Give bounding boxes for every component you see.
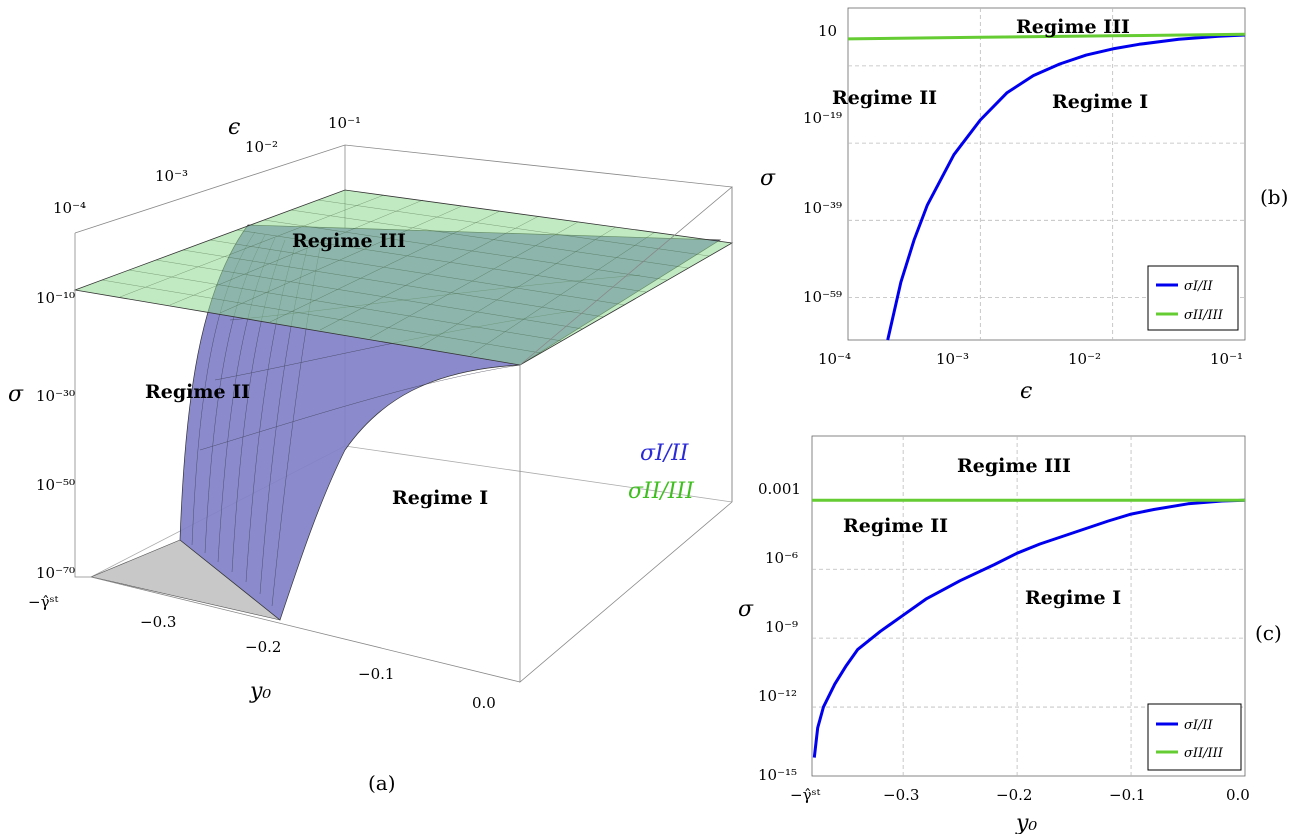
x-axis-label: ϵ	[1020, 379, 1032, 404]
legend-label-sigma-I-II: σI/II	[1184, 718, 1214, 733]
panel-c-caption: (c)	[1255, 621, 1282, 645]
legend-label-sigma-II-III: σII/III	[1184, 308, 1224, 323]
y0-tick: −0.2	[245, 638, 281, 656]
sigma-tick: 10⁻⁷⁰	[36, 564, 75, 582]
sigma-tick: 10⁻³⁰	[36, 387, 75, 405]
y0-axis-label: y₀	[249, 679, 271, 704]
x-axis-label: y₀	[1015, 811, 1037, 834]
regime-III-label: Regime III	[1016, 16, 1130, 38]
legend-label-sigma-II-III: σII/III	[1184, 746, 1224, 761]
series-line-sigma-I-II	[812, 498, 1246, 758]
y-tick: 10⁻⁶	[765, 549, 798, 567]
box-front-left	[74, 233, 91, 578]
sigma-tick: 10⁻¹⁰	[36, 289, 75, 307]
y-tick: 10⁻¹⁹	[803, 109, 842, 127]
regime-II-label: Regime II	[145, 381, 250, 403]
y0-tick: −0.1	[358, 665, 394, 683]
x-tick: −0.1	[1109, 786, 1145, 804]
eps-tick: 10⁻⁴	[53, 199, 86, 217]
panel-b-caption: (b)	[1260, 185, 1288, 209]
eps-tick: 10⁻²	[245, 138, 278, 156]
y-axis-label: σ	[760, 166, 776, 191]
x-tick: −γ̂ˢᵗ	[790, 786, 821, 804]
y-tick: 10	[818, 22, 837, 40]
sigma-I-II-label: σI/II	[640, 441, 690, 466]
panel-a-caption: (a)	[368, 771, 396, 795]
y-tick: 10⁻³⁹	[803, 199, 842, 217]
y0-tick: −γ̂ˢᵗ	[28, 593, 59, 611]
sigma-axis-label: σ	[8, 382, 24, 407]
x-tick: 10⁻³	[936, 350, 969, 368]
y0-tick: −0.3	[140, 613, 176, 631]
legend-box	[1147, 265, 1239, 331]
x-tick: −0.3	[883, 786, 919, 804]
panel-c: 0.001 10⁻⁶ 10⁻⁹ 10⁻¹² 10⁻¹⁵ σ −γ̂ˢᵗ −0.3…	[738, 435, 1282, 834]
regime-II-label: Regime II	[843, 515, 948, 537]
panel-b: 10 10⁻¹⁹ 10⁻³⁹ 10⁻⁵⁹ σ 10⁻⁴ 10⁻³ 10⁻² 10…	[760, 7, 1288, 404]
series-line-sigma-I-II	[886, 33, 1246, 341]
eps-tick: 10⁻³	[155, 167, 188, 185]
y-tick: 10⁻¹⁵	[758, 766, 797, 784]
regime-II-label: Regime II	[832, 87, 937, 109]
eps-tick: 10⁻¹	[328, 114, 361, 132]
box-front-bottom	[90, 576, 521, 683]
regime-I-label: Regime I	[1025, 587, 1121, 609]
box-front-right	[519, 186, 733, 683]
regime-III-label: Regime III	[292, 230, 406, 252]
plot-frame	[847, 7, 1246, 341]
sigma-tick: 10⁻⁵⁰	[36, 476, 75, 494]
plane-mesh	[101, 194, 710, 356]
series-lines	[847, 32, 1246, 341]
series-line-sigma-II-III	[847, 32, 1246, 41]
regime-III-label: Regime III	[957, 455, 1071, 477]
x-tick: −0.2	[996, 786, 1032, 804]
series-lines	[812, 498, 1246, 758]
panel-a: 10⁻⁴ 10⁻³ 10⁻² 10⁻¹ ϵ 10⁻¹⁰ 10⁻³⁰ 10⁻⁵⁰ …	[8, 114, 734, 795]
y-tick: 10⁻⁵⁹	[803, 288, 842, 306]
y-axis-label: σ	[738, 597, 754, 622]
legend-box	[1147, 703, 1242, 771]
y-tick: 0.001	[758, 480, 801, 498]
plot-frame	[811, 435, 1246, 777]
regime-I-label: Regime I	[392, 487, 488, 509]
x-tick: 10⁻²	[1068, 350, 1101, 368]
x-tick: 10⁻¹	[1210, 350, 1243, 368]
eps-axis-label: ϵ	[228, 115, 240, 140]
regime-I-label: Regime I	[1052, 91, 1148, 113]
y-tick: 10⁻¹²	[758, 687, 797, 705]
x-tick: 0.0	[1226, 786, 1250, 804]
y-tick: 10⁻⁹	[765, 618, 798, 636]
y0-tick: 0.0	[472, 694, 496, 712]
sigma-II-III-label: σII/III	[628, 479, 695, 504]
legend-label-sigma-I-II: σI/II	[1184, 279, 1214, 294]
x-tick: 10⁻⁴	[818, 350, 851, 368]
